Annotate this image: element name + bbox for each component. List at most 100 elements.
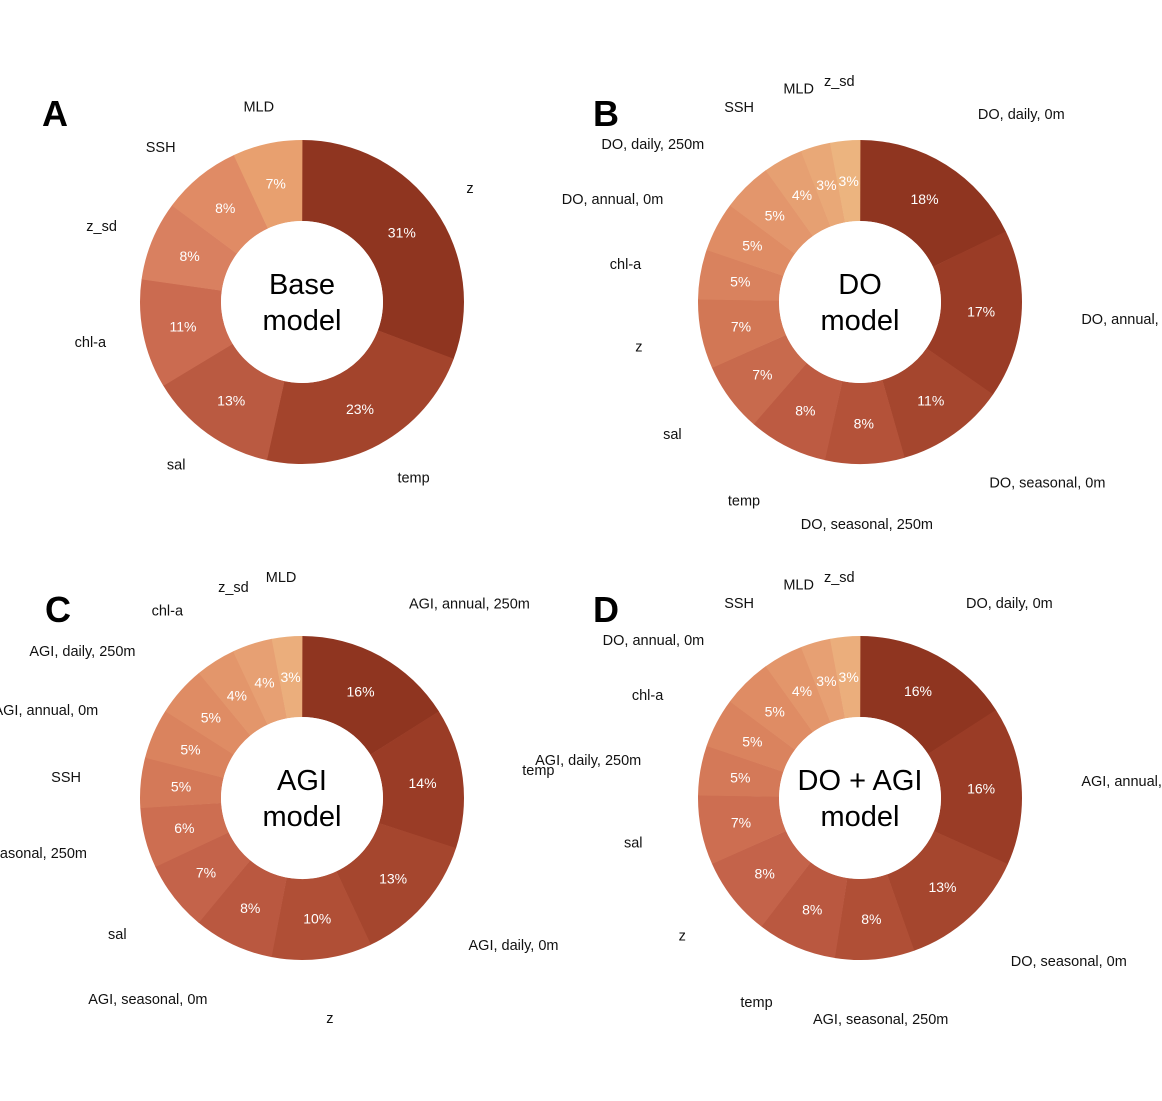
slice-value-label: 8% [795,403,815,419]
donut-slice-agi-daily-0m [336,823,457,945]
slice-category-label: DO, seasonal, 0m [989,475,1105,491]
slice-category-label: SSH [724,100,754,116]
slice-value-label: 8% [861,911,881,927]
slice-category-label: DO, daily, 250m [601,137,704,153]
slice-value-label: 7% [196,864,216,880]
donut-slice-do-seasonal-250m [824,379,905,464]
slice-value-label: 5% [180,742,200,758]
slice-category-label: SSH [146,140,176,156]
donut-slice-chl-a [198,651,268,736]
slice-category-label: AGI, daily, 0m [469,938,559,954]
donut-slice-agi-seasonal-250m [140,802,229,867]
slice-category-label: SSH [51,770,81,786]
donut-center-title: AGI [277,765,327,797]
slice-category-label: sal [108,927,127,943]
donut-slice-agi-annual-250m [927,709,1022,865]
panel-c: C 16% AGI, annual, 250m 14% temp 13% AGI, dail… [0,570,559,1027]
slice-category-label: z_sd [218,580,249,596]
slice-category-label: z [679,929,686,945]
slice-value-label: 13% [379,870,407,886]
slice-value-label: 7% [266,175,286,191]
slice-value-label: 4% [227,687,247,703]
slice-value-label: 7% [731,318,751,334]
slice-value-label: 18% [911,191,939,207]
slice-value-label: 3% [816,177,836,193]
donut-center-title: model [263,801,342,833]
slice-value-label: 8% [215,200,235,216]
donut-slice-do-daily-0m [860,140,1006,267]
donut-center-title: Base [269,269,335,301]
slice-value-label: 5% [730,273,750,289]
slice-value-label: 8% [755,865,775,881]
slice-category-label: AGI, daily, 250m [535,753,641,769]
slice-category-label: DO, annual, 0m [562,192,664,208]
slice-category-label: DO, daily, 0m [966,596,1053,612]
donut-slice-do-annual-250m [926,231,1022,395]
slice-value-label: 4% [792,683,812,699]
donut-slice-z [697,299,787,369]
slice-category-label: AGI, annual, 250m [409,596,530,612]
slice-category-label: temp [728,493,760,509]
slice-value-label: 7% [752,366,772,382]
slice-category-label: z [466,181,473,197]
slice-category-label: AGI, seasonal, 250m [0,846,87,862]
slice-value-label: 6% [174,820,194,836]
slice-value-label: 7% [731,814,751,830]
panel-letter: C [45,589,71,630]
panel-letter: A [42,93,68,134]
slice-value-label: 13% [928,879,956,895]
donut-slice-sal [163,343,285,461]
slice-category-label: AGI, annual, 0m [0,703,98,719]
donut-slice-z-sd [141,205,238,291]
donut-slice-z [271,871,371,960]
donut-slice-do-annual-0m [729,666,813,750]
slice-category-label: sal [624,836,643,852]
donut-slice-sal [697,795,787,865]
slice-value-label: 3% [839,173,859,189]
donut-slice-z [711,830,811,927]
donut-slice-agi-daily-250m [698,745,784,797]
slice-value-label: 8% [854,415,874,431]
donut-slice-z-sd [233,638,288,725]
donut-slice-do-annual-0m [706,205,796,277]
slice-value-label: 23% [346,401,374,417]
slice-category-label: chl-a [75,335,107,351]
slice-category-label: temp [397,471,429,487]
slice-value-label: 14% [409,775,437,791]
slice-category-label: MLD [783,82,814,98]
slice-category-label: chl-a [610,257,642,273]
slice-category-label: z_sd [824,570,855,586]
donut-slice-z-sd [829,140,861,223]
donut-hole [221,221,383,383]
donut-slice-agi-annual-0m [145,710,234,778]
panel-b: B 18% DO, daily, 0m 17% DO, annual, 250m 11% D… [562,74,1162,533]
slice-category-label: MLD [266,570,297,586]
panel-a: A 31% z 23% temp 13% sal 11% chl-a 8% z_sd 8% SSH 7% M… [42,93,474,487]
slice-category-label: chl-a [632,688,664,704]
donut-slice-z [302,140,464,360]
donut-slice-temp [266,330,454,465]
donut-slice-do-seasonal-0m [882,348,994,458]
slice-category-label: AGI, seasonal, 0m [88,992,207,1008]
slice-value-label: 5% [171,779,191,795]
slice-category-label: AGI, daily, 250m [29,644,135,660]
slice-category-label: DO, annual, 250m [1081,312,1162,328]
slice-value-label: 5% [201,710,221,726]
panel-d: D 16% DO, daily, 0m 16% AGI, annual, 250m 13%… [535,570,1162,1028]
slice-value-label: 10% [303,911,331,927]
donut-slice-chl-a [140,278,233,386]
donut-slice-do-daily-250m [729,170,813,254]
donut-hole [779,221,941,383]
donut-center-title: model [821,801,900,833]
donut-slice-ssh [171,154,269,254]
slice-value-label: 16% [967,781,995,797]
donut-slice-sal [155,832,251,923]
donut-slice-chl-a [698,249,784,301]
donut-slice-agi-seasonal-250m [834,874,915,961]
slice-category-label: z_sd [824,74,855,90]
donut-slice-mld [271,636,303,719]
donut-slice-mld [233,139,303,229]
slice-category-label: z [635,340,642,356]
slice-category-label: sal [663,427,682,443]
